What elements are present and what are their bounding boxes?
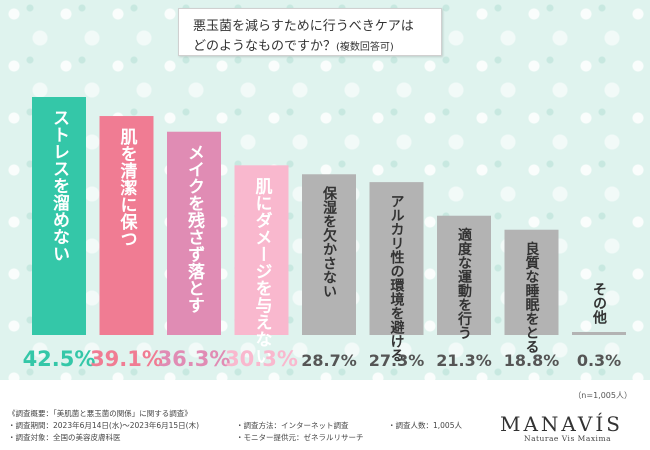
title-line-2: どのようなものですか？(複数回答可) (193, 35, 394, 54)
value-label-6: 27.3% (369, 351, 425, 370)
bar-9 (572, 332, 626, 335)
bar-1 (32, 97, 86, 335)
brand-tagline: Naturae Vis Maxima (524, 434, 612, 443)
survey-target: ・調査対象：全国の美容皮膚科医 (8, 433, 121, 442)
value-label-5: 28.7% (301, 351, 357, 370)
survey-method: ・調査方法：インターネット調査 (236, 421, 349, 430)
category-label-9: その他 (591, 282, 608, 325)
category-label-6: アルカリ性の環境を避ける (389, 194, 405, 362)
title-line-2-main: どのようなものですか？ (193, 39, 337, 54)
survey-period: ・調査期間：2023年6月14日(水)〜2023年6月15日(木) (8, 421, 200, 430)
category-label-2: 肌を清潔に保つ (117, 128, 139, 247)
bar-4 (234, 165, 289, 335)
value-label-3: 36.3% (158, 347, 231, 371)
bar-5 (302, 174, 356, 335)
category-label-8: 良質な睡眠をとる (524, 241, 540, 354)
bar-2 (99, 116, 154, 335)
survey-provider: ・モニター提供元：ゼネラルリサーチ (236, 433, 364, 442)
survey-count: ・調査人数：1,005人 (388, 421, 462, 430)
bar-3 (167, 131, 221, 335)
value-label-2: 39.1% (90, 347, 163, 371)
bar-6 (369, 182, 424, 335)
value-label-9: 0.3% (577, 351, 621, 370)
value-label-4: 30.3% (225, 347, 298, 371)
value-label-8: 18.8% (504, 351, 560, 370)
value-label-1: 42.5% (23, 347, 96, 371)
title-line-1: 悪玉菌を減らすために行うべきケアは (193, 19, 414, 34)
survey-outline: 《調査概要：「美肌菌と悪玉菌の関係」に関する調査》 (8, 409, 192, 418)
bar-7 (437, 215, 491, 335)
category-label-7: 適度な運動を行う (456, 227, 473, 340)
brand-logo: MANAVÍS (500, 412, 623, 436)
title-line-2-note: (複数回答可) (336, 42, 394, 53)
bar-8 (504, 229, 559, 335)
title-box: 悪玉菌を減らすために行うべきケアは どのようなものですか？(複数回答可) (178, 8, 442, 56)
bar-chart: ストレスを溜めない 42.5% 肌を清潔に保つ 39.1% メイクを残さず落とす 36.3… (23, 97, 626, 371)
category-label-5: 保湿を欠かさない (321, 186, 338, 299)
category-label-1: ストレスを溜めない (49, 109, 70, 262)
value-label-7: 21.3% (436, 351, 492, 370)
category-label-3: メイクを残さず落とす (184, 144, 205, 314)
category-label-4: 肌にダメージを与えない (252, 177, 273, 364)
footer: 《調査概要：「美肌菌と悪玉菌の関係」に関する調査》 ・調査期間：2023年6月1… (0, 403, 650, 450)
sample-size-note: （n=1,005人） (573, 391, 632, 400)
